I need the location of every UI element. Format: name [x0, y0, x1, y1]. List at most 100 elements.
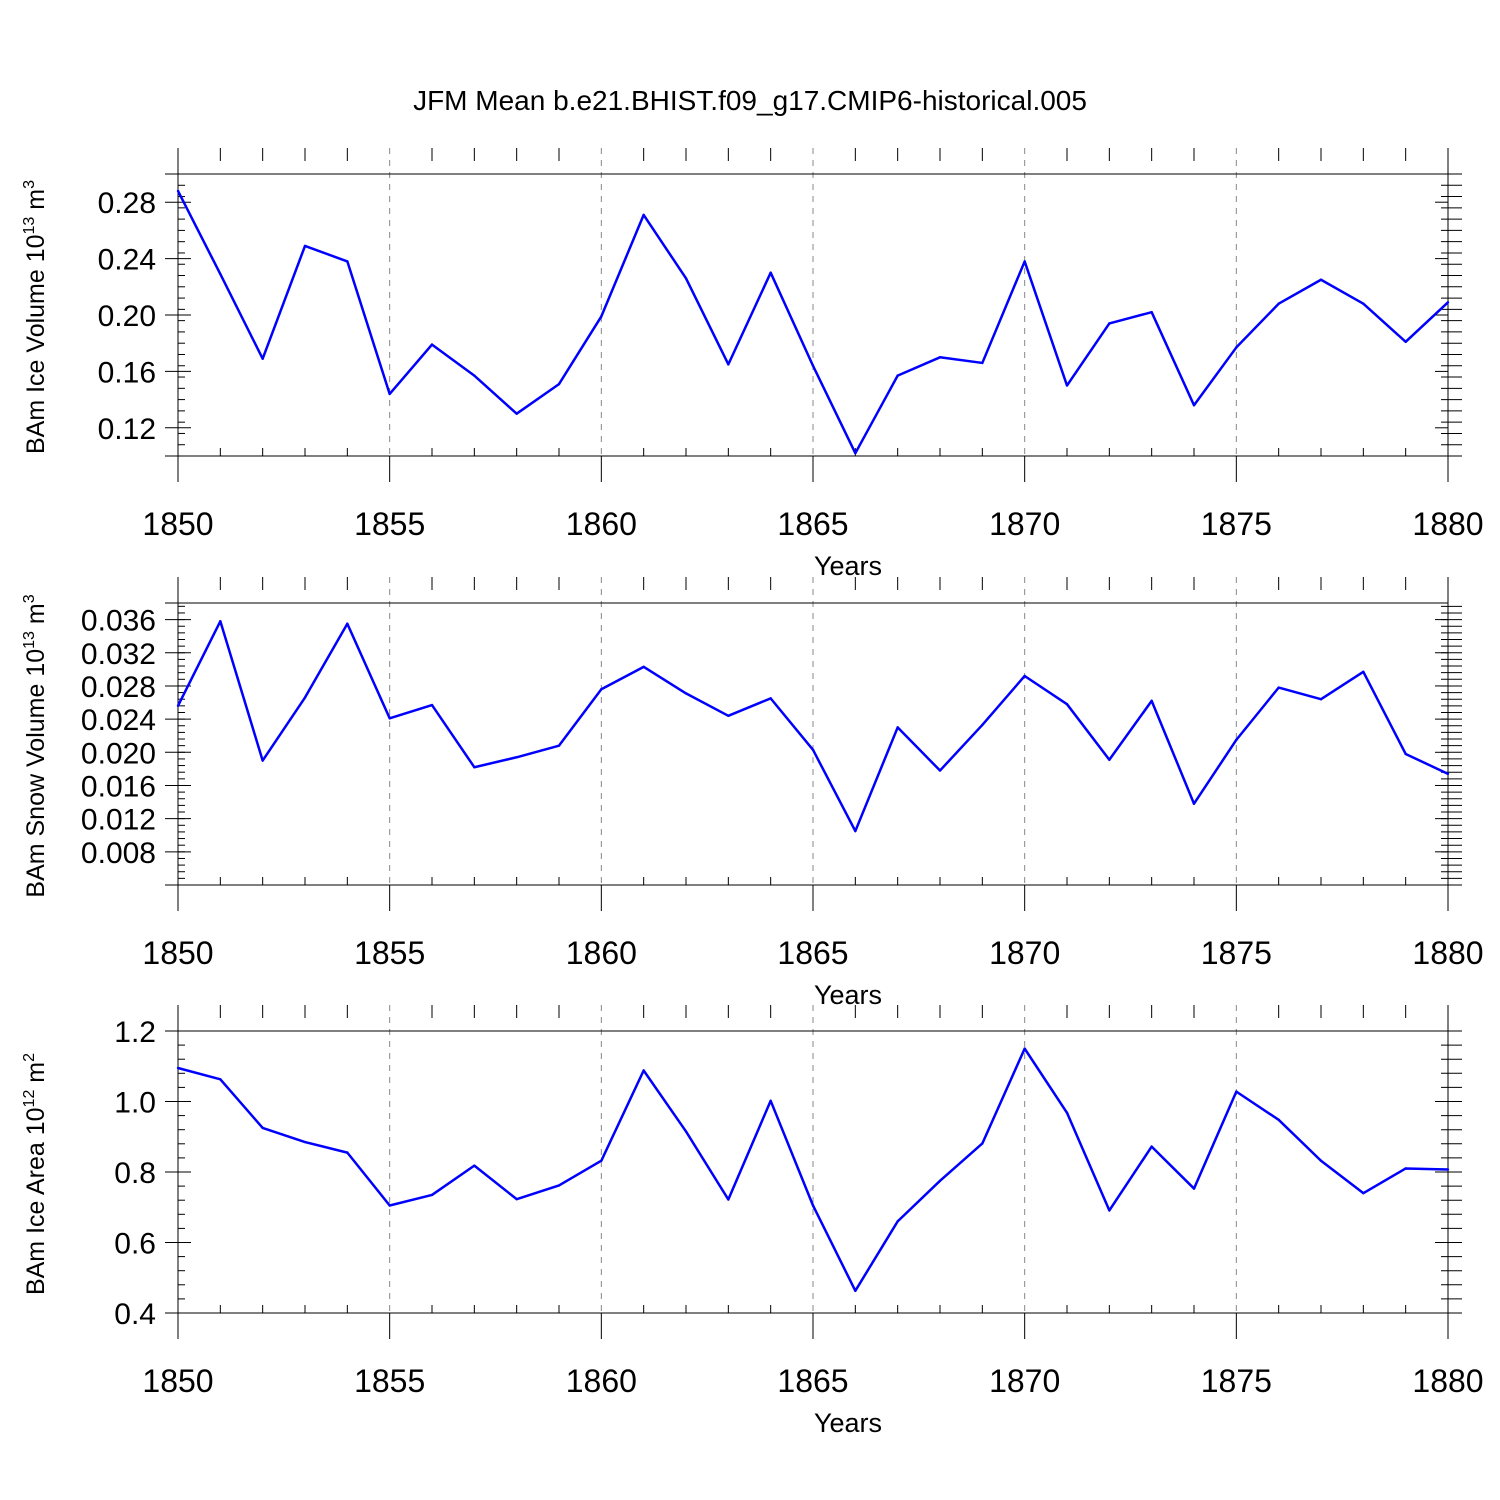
data-point — [642, 665, 645, 669]
data-point — [261, 759, 264, 762]
data-point — [600, 688, 603, 691]
data-point — [896, 726, 899, 729]
data-point — [938, 356, 942, 359]
y-tick-label: 0.020 — [81, 737, 156, 770]
y-tick-label: 0.032 — [81, 638, 156, 671]
x-tick-label: 1850 — [142, 1363, 213, 1399]
data-point — [430, 343, 434, 346]
data-point — [1065, 1111, 1069, 1114]
data-point — [557, 744, 561, 747]
data-point — [1362, 302, 1365, 305]
x-tick-label: 1880 — [1412, 506, 1483, 542]
data-point — [811, 364, 815, 367]
y-tick-label: 0.012 — [81, 804, 156, 837]
data-point — [684, 277, 688, 280]
data-point — [1277, 1118, 1280, 1122]
data-point — [1065, 702, 1069, 706]
y-tick-label: 0.024 — [81, 704, 156, 737]
y-tick-label: 1.2 — [114, 1016, 156, 1049]
chart-panels: 1850 1855 1860 1865 1870 1875 1880 Years 0.12 0.1… — [21, 148, 1484, 1438]
x-tick-label: 1870 — [989, 935, 1060, 971]
data-point — [600, 315, 603, 318]
data-point — [1319, 278, 1323, 281]
x-tick-label: 1855 — [354, 935, 425, 971]
x-axis-label: Years — [814, 1408, 882, 1438]
data-point — [896, 374, 899, 377]
data-point — [176, 189, 180, 193]
data-point — [854, 451, 857, 455]
x-tick-label: 1880 — [1412, 935, 1483, 971]
data-point — [303, 244, 307, 248]
x-tick-label: 1880 — [1412, 1363, 1483, 1399]
y-tick-label: 0.28 — [98, 187, 156, 220]
x-axis-label: Years — [814, 980, 882, 1010]
x-tick-label: 1850 — [142, 506, 213, 542]
data-point — [219, 620, 222, 623]
y-axis-label: BAm Ice Volume 1013 m3 — [21, 180, 50, 454]
data-point — [1108, 322, 1111, 325]
data-point — [1404, 752, 1407, 756]
data-point — [854, 829, 857, 833]
y-tick-label: 0.24 — [98, 244, 156, 277]
data-point — [346, 1151, 349, 1154]
data-point — [430, 1193, 434, 1197]
x-tick-label: 1855 — [354, 1363, 425, 1399]
y-tick-label: 0.008 — [81, 837, 156, 870]
data-point — [176, 1066, 180, 1070]
figure-title: JFM Mean b.e21.BHIST.f09_g17.CMIP6-histo… — [413, 85, 1087, 116]
data-point — [769, 271, 772, 274]
x-tick-label: 1860 — [566, 935, 637, 971]
data-point — [388, 717, 391, 720]
data-point — [1023, 674, 1026, 678]
x-axis-label: Years — [814, 551, 882, 581]
y-tick-label: 1.0 — [114, 1087, 156, 1120]
data-point — [981, 723, 984, 727]
data-point — [1192, 802, 1196, 805]
data-point — [1108, 1209, 1111, 1212]
y-tick-label: 0.036 — [81, 605, 156, 638]
data-point — [1362, 670, 1365, 674]
data-point — [1277, 302, 1280, 305]
data-point — [1446, 301, 1450, 304]
x-tick-label: 1875 — [1201, 506, 1272, 542]
data-point — [473, 374, 476, 377]
data-point — [727, 714, 730, 717]
x-tick-label: 1865 — [777, 935, 848, 971]
data-point — [1319, 698, 1323, 701]
data-point — [896, 1220, 899, 1223]
data-point — [981, 361, 984, 365]
data-point — [176, 704, 180, 708]
data-point — [1023, 1047, 1026, 1050]
data-point — [557, 382, 561, 386]
y-tick-label: 0.12 — [98, 413, 156, 446]
y-tick-label: 0.16 — [98, 356, 156, 389]
data-point — [473, 1164, 476, 1167]
data-point — [981, 1142, 984, 1145]
x-tick-label: 1860 — [566, 506, 637, 542]
data-point — [303, 1140, 307, 1144]
y-tick-label: 0.8 — [114, 1157, 156, 1190]
x-tick-label: 1850 — [142, 935, 213, 971]
data-point — [811, 1204, 815, 1207]
data-point — [515, 756, 518, 759]
data-point — [1277, 686, 1280, 689]
y-tick-label: 0.4 — [114, 1298, 156, 1331]
x-tick-label: 1875 — [1201, 1363, 1272, 1399]
data-point — [1150, 310, 1153, 314]
data-point — [303, 696, 307, 699]
x-tick-label: 1860 — [566, 1363, 637, 1399]
y-axis-label: BAm Ice Area 1012 m2 — [21, 1053, 50, 1295]
data-point — [938, 769, 942, 772]
data-point — [642, 213, 645, 217]
data-point — [515, 1197, 518, 1201]
data-point — [1108, 758, 1111, 761]
data-point — [1235, 1090, 1238, 1093]
data-point — [430, 703, 434, 707]
data-point — [1192, 1187, 1196, 1190]
data-point — [684, 692, 688, 695]
data-point — [219, 272, 222, 276]
x-tick-label: 1870 — [989, 506, 1060, 542]
data-point — [1446, 772, 1450, 776]
